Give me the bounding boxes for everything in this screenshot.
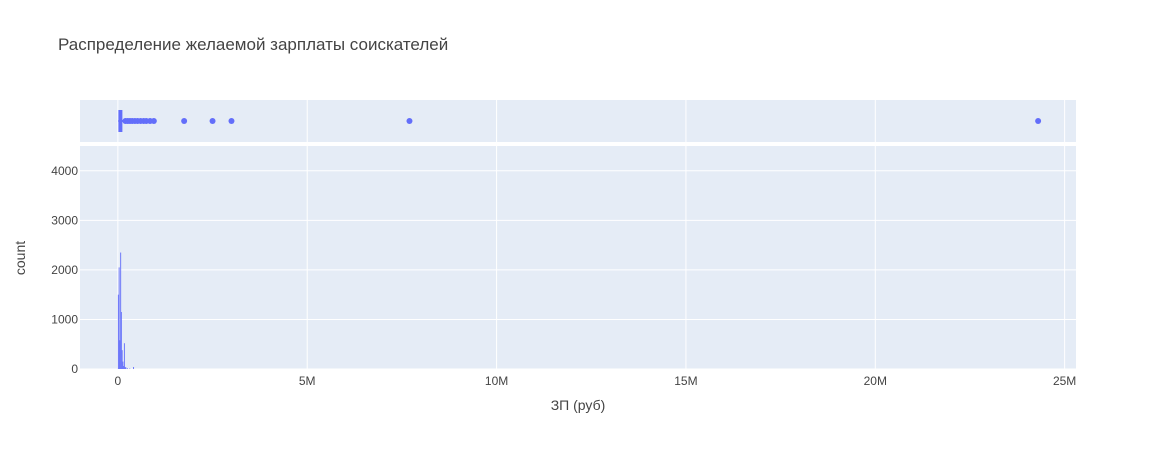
x-tick-label: 25M bbox=[1053, 374, 1076, 388]
y-tick-label: 0 bbox=[71, 362, 78, 376]
outlier-point bbox=[151, 118, 157, 124]
histogram-plot: 0 5M 10M 15M 20M 25M 0 1000 2000 3000 4000 bbox=[51, 146, 1076, 388]
x-tick-label: 5M bbox=[299, 374, 316, 388]
outlier-point bbox=[406, 118, 412, 124]
x-tick-label: 15M bbox=[674, 374, 697, 388]
histogram-bar bbox=[124, 343, 125, 369]
histogram-bar bbox=[127, 368, 128, 369]
outlier-point bbox=[1035, 118, 1041, 124]
x-tick-label: 20M bbox=[864, 374, 887, 388]
marginal-box-plot bbox=[80, 100, 1076, 144]
y-tick-label: 2000 bbox=[51, 263, 78, 277]
histogram-bar bbox=[133, 367, 134, 369]
x-tick-label: 0 bbox=[115, 374, 122, 388]
main-plot-background bbox=[80, 146, 1076, 369]
outlier-point bbox=[210, 118, 216, 124]
histogram-bar bbox=[125, 368, 126, 369]
y-tick-label: 1000 bbox=[51, 312, 78, 326]
y-axis-title: count bbox=[12, 241, 28, 275]
chart-title: Распределение желаемой зарплаты соискате… bbox=[58, 35, 448, 54]
outlier-point bbox=[228, 118, 234, 124]
x-axis-title: ЗП (руб) bbox=[551, 397, 606, 413]
y-tick-label: 4000 bbox=[51, 164, 78, 178]
x-tick-label: 10M bbox=[485, 374, 508, 388]
outlier-point bbox=[181, 118, 187, 124]
y-tick-label: 3000 bbox=[51, 213, 78, 227]
